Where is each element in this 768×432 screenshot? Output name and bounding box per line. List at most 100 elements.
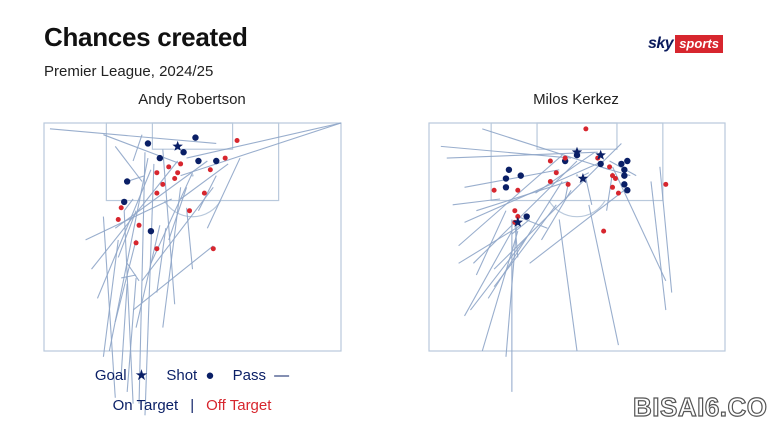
shot-on-target — [624, 187, 631, 194]
legend-off-target: Off Target — [206, 397, 272, 414]
legend-on-target: On Target — [112, 397, 179, 414]
pass-line — [458, 224, 522, 264]
pass-line — [458, 154, 563, 247]
shot-off-target — [187, 208, 193, 214]
pass-line — [517, 216, 548, 229]
pass-line — [162, 187, 182, 328]
pass-line — [123, 210, 134, 404]
logo-sky-text: sky — [648, 35, 674, 52]
shot-off-target — [160, 181, 166, 187]
six-yard-box — [536, 122, 618, 150]
shot-off-target — [172, 176, 178, 182]
pass-line — [117, 210, 137, 258]
shot-on-target — [195, 157, 202, 165]
shot-off-target — [154, 170, 160, 176]
pass-line — [659, 166, 673, 293]
pass-line — [49, 128, 217, 145]
shot-off-target — [515, 214, 521, 220]
pass-line — [446, 151, 598, 159]
pass-line — [464, 230, 513, 317]
shot-on-target — [505, 166, 513, 173]
pass-line — [535, 151, 596, 194]
shot-off-target — [610, 184, 616, 190]
shot-on-target — [618, 160, 625, 168]
player-label-right: Milos Kerkez — [533, 91, 619, 108]
shot-off-target — [663, 181, 669, 187]
pass-line — [440, 145, 572, 159]
pass-line — [206, 157, 241, 229]
legend-pass-label: Pass — [232, 367, 266, 384]
pass-line — [144, 163, 155, 416]
shot-off-target — [154, 190, 160, 196]
shot-on-target — [156, 154, 164, 162]
pass-line — [464, 169, 560, 188]
pass-line — [168, 187, 188, 241]
shot-off-target — [547, 178, 553, 184]
pass-line — [126, 262, 140, 282]
pass-line — [588, 204, 619, 346]
page-subtitle: Premier League, 2024/25 — [44, 63, 214, 80]
shot-on-target — [502, 175, 510, 182]
shot-off-target — [115, 216, 121, 222]
pass-line — [132, 245, 214, 311]
pass-line — [186, 122, 342, 159]
six-yard-box — [151, 122, 234, 150]
shot-off-target — [133, 240, 139, 246]
pass-line — [452, 198, 501, 206]
goal-star — [571, 146, 583, 157]
legend-pass-line-icon: — — [274, 367, 290, 384]
shot-off-target — [615, 190, 621, 196]
legend-goal-label: Goal — [94, 367, 127, 384]
pass-line — [186, 207, 194, 270]
goal-star — [512, 216, 523, 227]
shot-on-target — [621, 166, 628, 173]
shot-off-target — [562, 155, 568, 161]
shot-off-target — [491, 187, 497, 193]
penalty-arc — [163, 200, 222, 218]
shot-on-target — [120, 198, 128, 206]
shot-on-target — [597, 160, 604, 168]
pass-line — [476, 180, 569, 212]
pass-line — [529, 189, 625, 264]
pass-line — [121, 274, 137, 279]
page-title: Chances created — [44, 22, 248, 52]
legend-goal-star-icon: ★ — [134, 367, 149, 384]
logo-sports-text: sports — [675, 35, 723, 53]
goal-star — [595, 149, 606, 160]
shot-off-target — [136, 222, 142, 228]
pass-line — [123, 198, 134, 212]
pass-line — [473, 160, 578, 264]
pass-line — [85, 198, 172, 241]
pass-line — [582, 172, 590, 177]
pass-line — [464, 160, 604, 223]
shot-on-target — [213, 157, 220, 165]
pass-line — [135, 225, 161, 328]
shot-off-target — [222, 155, 228, 161]
shot-off-target — [207, 167, 213, 173]
sky-sports-logo: sky sports — [648, 34, 723, 54]
pass-line — [650, 181, 667, 311]
shot-off-target — [565, 181, 571, 187]
legend-outcomes: On Target | Off Target — [0, 397, 384, 414]
shot-on-target — [123, 178, 131, 185]
pass-line — [103, 134, 181, 165]
shot-off-target — [547, 158, 553, 164]
pass-line — [606, 172, 614, 211]
shot-on-target — [147, 227, 155, 235]
pass-line — [487, 181, 563, 299]
pass-line — [120, 283, 128, 375]
shot-off-target — [515, 187, 521, 193]
shot-off-target — [610, 173, 616, 179]
shot-off-target — [210, 246, 216, 252]
shot-off-target — [175, 170, 181, 176]
shot-on-target — [621, 172, 628, 179]
pitch-kerkez — [428, 122, 726, 392]
pass-line — [126, 277, 137, 392]
goal-star — [577, 173, 589, 183]
pass-line — [141, 186, 214, 282]
shot-off-target — [607, 164, 613, 170]
pitch-robertson — [43, 122, 342, 416]
pass-line — [114, 239, 137, 322]
legend-shot-label: Shot — [166, 367, 198, 384]
goal-star — [172, 140, 183, 151]
